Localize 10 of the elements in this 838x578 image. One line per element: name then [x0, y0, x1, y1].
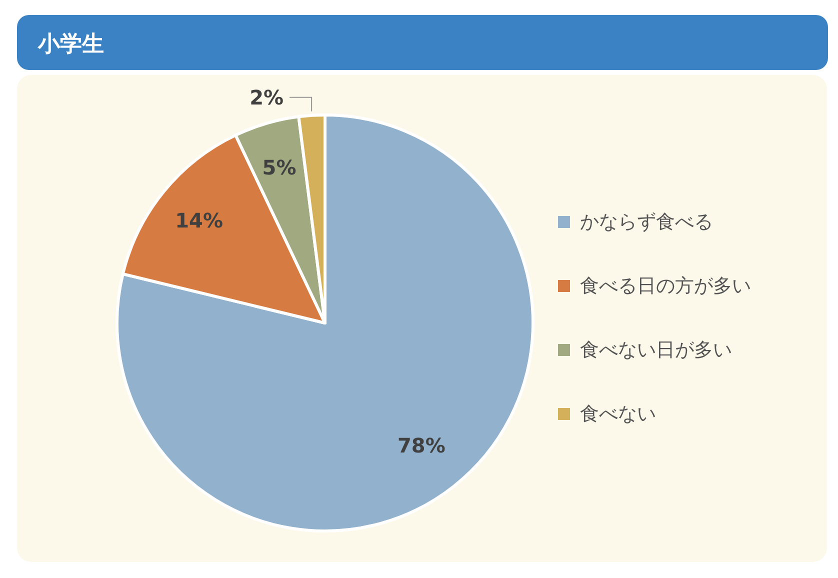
legend-label: 食べる日の方が多い — [580, 275, 751, 297]
legend-label: 食べない日が多い — [580, 339, 732, 361]
data-label: 78% — [397, 434, 446, 458]
legend-label: かならず食べる — [580, 211, 713, 233]
data-label: 5% — [262, 155, 296, 180]
data-label: 14% — [175, 208, 224, 233]
pie-slice — [116, 114, 534, 532]
legend-label: 食べない — [580, 403, 656, 425]
chart-title: 小学生 — [37, 32, 104, 57]
data-label: 2% — [250, 85, 284, 110]
